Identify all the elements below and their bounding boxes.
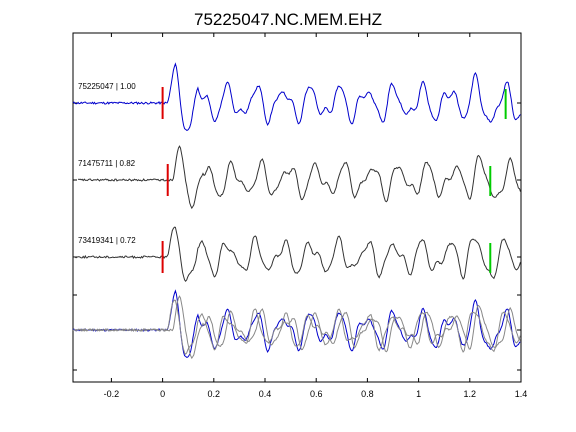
x-tick-label: 0 xyxy=(160,389,165,399)
overlay-trace-3 xyxy=(72,299,521,355)
x-tick-label: 0.6 xyxy=(310,389,323,399)
x-tick-label: 1 xyxy=(416,389,421,399)
traces-group: 75225047 | 1.00 71475711 | 0.82 73419341 |… xyxy=(72,62,521,360)
x-tick-label: -0.2 xyxy=(104,389,120,399)
trace-3-label: 73419341 | 0.72 xyxy=(78,236,136,245)
x-tick-label: 1.4 xyxy=(515,389,528,399)
chart-title: 75225047.NC.MEM.EHZ xyxy=(194,10,382,29)
trace-2-label: 71475711 | 0.82 xyxy=(78,159,136,168)
x-axis: -0.2 0 0.2 0.4 0.6 0.8 1 1.2 1.4 xyxy=(104,33,528,399)
x-tick-label: 0.8 xyxy=(361,389,374,399)
trace-1-line xyxy=(72,62,521,131)
x-tick-label: 1.2 xyxy=(464,389,477,399)
x-tick-label: 0.2 xyxy=(208,389,221,399)
trace-1-label: 75225047 | 1.00 xyxy=(78,82,136,91)
overlay-trace-2 xyxy=(77,295,521,360)
x-tick-label: 0.4 xyxy=(259,389,272,399)
trace-2-line xyxy=(77,145,521,210)
trace-3-line xyxy=(72,226,521,282)
plot-frame xyxy=(72,32,522,383)
